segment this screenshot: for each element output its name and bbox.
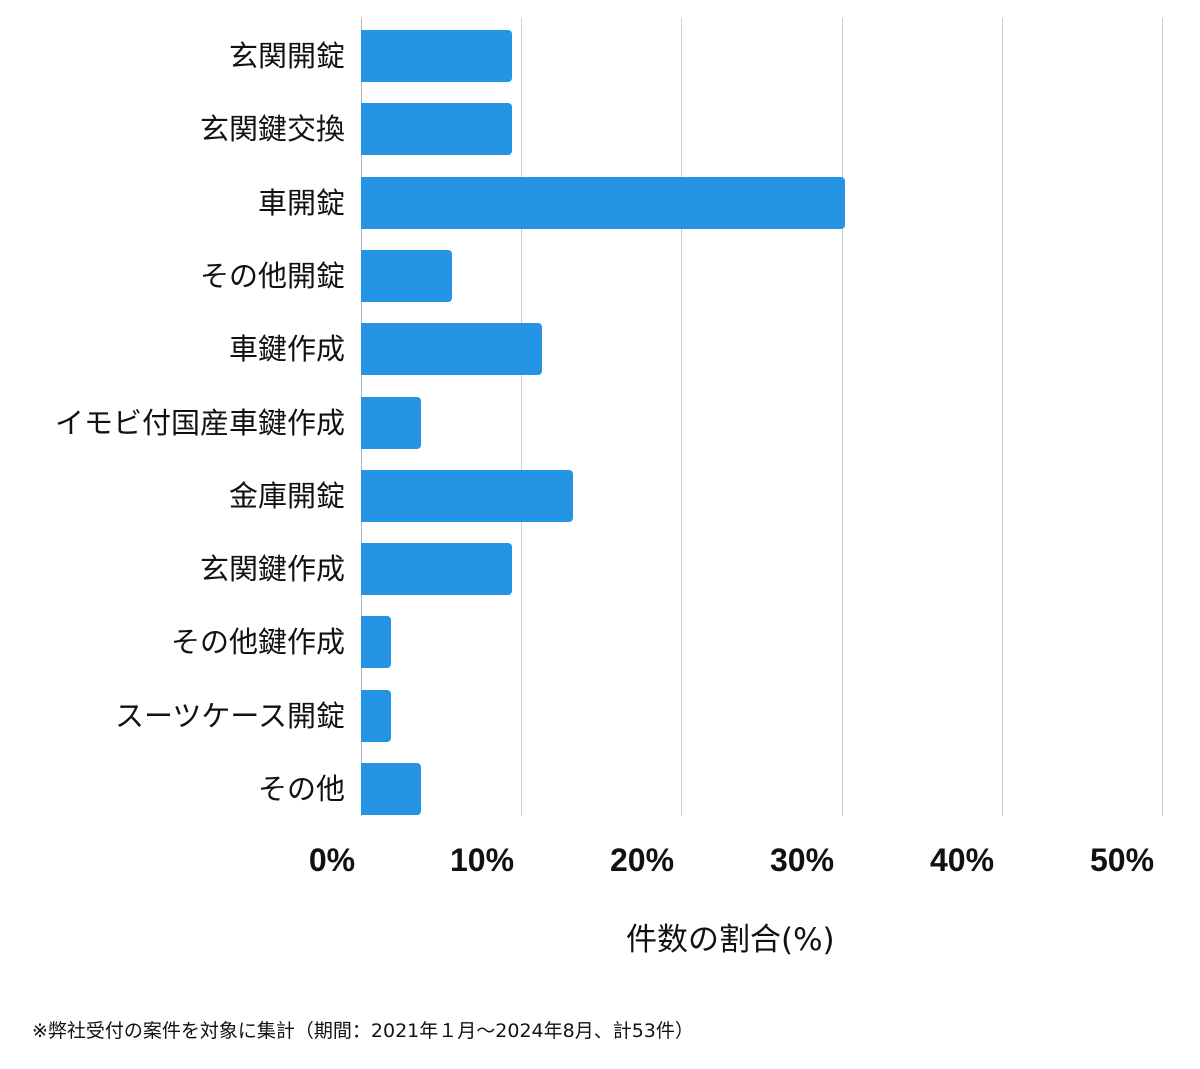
gridline-40 (1002, 18, 1003, 816)
x-axis-title: 件数の割合(%) (626, 922, 835, 958)
gridline-50 (1162, 18, 1163, 816)
x-tick-40: 40% (929, 842, 995, 878)
bar (361, 30, 513, 82)
bar (361, 396, 422, 449)
x-tick-0: 0% (308, 842, 356, 878)
category-label: 車開錠 (257, 185, 345, 220)
gridline-30 (842, 18, 843, 816)
gridline-20 (681, 18, 682, 816)
x-tick-20: 20% (609, 842, 675, 878)
bar (361, 616, 392, 669)
footnote: ※弊社受付の案件を対象に集計（期間：2021年１月～2024年8月、計53件） (32, 1020, 694, 1042)
bar (361, 689, 392, 742)
bar (361, 469, 573, 522)
category-label: 車鍵作成 (228, 332, 345, 367)
category-label: 玄関開錠 (228, 39, 345, 73)
category-label: スーツケース開錠 (115, 698, 345, 733)
category-label: 玄関鍵作成 (199, 552, 345, 587)
category-label: 金庫開錠 (228, 478, 345, 513)
category-label: その他開錠 (199, 258, 345, 293)
bar (361, 103, 513, 156)
bar (361, 176, 845, 229)
plot-area (361, 18, 1163, 816)
category-label: その他 (257, 772, 345, 806)
bar (361, 249, 452, 302)
category-label: 玄関鍵交換 (199, 112, 345, 147)
bar (361, 543, 513, 596)
gridline-10 (521, 18, 522, 816)
bar (361, 763, 422, 815)
category-label: イモビ付国産車鍵作成 (54, 405, 345, 440)
bar (361, 323, 543, 376)
x-tick-30: 30% (769, 842, 835, 878)
category-label: その他鍵作成 (170, 625, 345, 660)
x-tick-50: 50% (1089, 842, 1155, 878)
x-tick-10: 10% (449, 842, 515, 878)
